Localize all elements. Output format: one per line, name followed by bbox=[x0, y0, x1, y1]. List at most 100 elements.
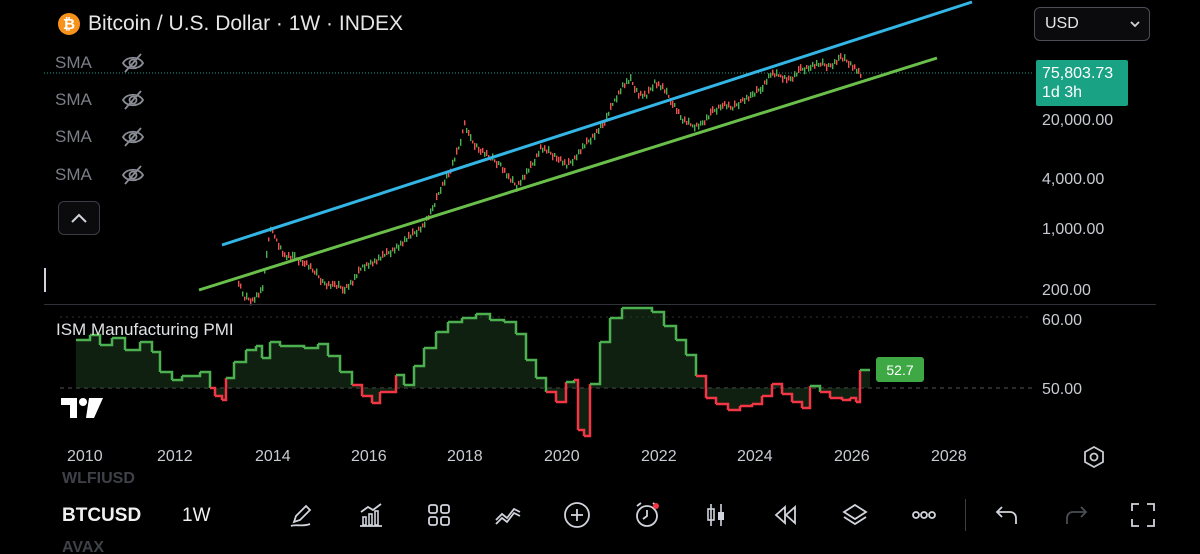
interval-button[interactable]: 1W bbox=[182, 505, 211, 526]
pmi-line-segment bbox=[200, 370, 212, 388]
candle bbox=[364, 264, 366, 272]
candle bbox=[392, 247, 394, 252]
candle bbox=[464, 120, 466, 126]
watchlist-item-ghost[interactable]: WLFIUSD bbox=[62, 470, 135, 487]
indicator-row-sma[interactable]: SMA bbox=[55, 87, 146, 113]
eye-off-icon[interactable] bbox=[120, 50, 146, 76]
candle bbox=[252, 297, 254, 302]
candle bbox=[500, 162, 502, 167]
plus-circle-icon bbox=[564, 502, 590, 528]
candle bbox=[330, 283, 332, 289]
candle bbox=[546, 149, 548, 154]
pmi-line-segment bbox=[226, 362, 236, 380]
compare-button[interactable] bbox=[491, 498, 525, 532]
chart-type-button[interactable] bbox=[699, 498, 733, 532]
candle bbox=[300, 257, 302, 262]
add-button[interactable] bbox=[560, 498, 594, 532]
drawing-tool-button[interactable] bbox=[284, 498, 318, 532]
pmi-line-segment bbox=[76, 335, 92, 342]
eye-off-icon[interactable] bbox=[120, 124, 146, 150]
candle bbox=[638, 92, 640, 99]
undo-button[interactable] bbox=[990, 498, 1024, 532]
candle bbox=[380, 256, 382, 261]
pmi-line-segment bbox=[516, 332, 528, 360]
candle bbox=[670, 98, 672, 106]
ticker-button[interactable]: BTCUSD bbox=[62, 505, 142, 526]
candle bbox=[332, 280, 334, 287]
pane-divider[interactable] bbox=[44, 304, 1156, 305]
time-axis-label: 2022 bbox=[641, 448, 677, 465]
candle bbox=[604, 120, 606, 126]
pmi-indicator-title[interactable]: ISM Manufacturing PMI bbox=[56, 320, 234, 339]
candle bbox=[794, 71, 796, 78]
layers-icon bbox=[842, 503, 868, 526]
candle bbox=[572, 158, 574, 166]
eye-off-icon[interactable] bbox=[120, 87, 146, 113]
candle bbox=[748, 96, 750, 102]
pmi-area bbox=[76, 308, 870, 436]
layouts-button[interactable] bbox=[422, 498, 456, 532]
candle bbox=[574, 155, 576, 160]
indicator-row-sma[interactable]: SMA bbox=[55, 50, 146, 76]
indicator-row-sma[interactable]: SMA bbox=[55, 124, 146, 150]
pmi-line-segment bbox=[584, 384, 592, 438]
collapse-indicators-button[interactable] bbox=[58, 201, 100, 235]
candle bbox=[422, 223, 424, 228]
lower-channel-line[interactable] bbox=[198, 56, 938, 292]
candle bbox=[472, 140, 474, 144]
candle bbox=[544, 145, 546, 152]
pmi-line-segment bbox=[686, 353, 698, 376]
candle bbox=[684, 116, 686, 123]
pmi-line-segment bbox=[820, 390, 832, 398]
candle bbox=[366, 262, 368, 267]
candle bbox=[292, 251, 294, 259]
candle bbox=[238, 280, 240, 287]
candle bbox=[654, 79, 656, 84]
candle bbox=[734, 100, 736, 108]
candle bbox=[312, 268, 314, 273]
pmi-line-segment bbox=[362, 394, 374, 403]
alert-button[interactable] bbox=[630, 498, 664, 532]
candle bbox=[342, 286, 344, 294]
pmi-axis-label: 50.00 bbox=[1042, 381, 1083, 398]
candle bbox=[494, 159, 496, 163]
candle bbox=[374, 258, 376, 264]
pmi-line-segment bbox=[504, 320, 518, 334]
price-axis-label: 4,000.00 bbox=[1042, 171, 1105, 188]
settings-hexagon-icon[interactable] bbox=[1081, 444, 1107, 470]
indicators-icon bbox=[360, 503, 382, 527]
candle bbox=[608, 111, 610, 116]
candle bbox=[398, 244, 400, 251]
candle bbox=[510, 178, 512, 183]
replay-button[interactable] bbox=[769, 498, 803, 532]
candle bbox=[266, 250, 268, 258]
candle bbox=[462, 129, 464, 134]
candle bbox=[558, 156, 560, 163]
toolbar-divider bbox=[965, 499, 966, 531]
candle bbox=[812, 61, 814, 67]
pmi-line-segment bbox=[610, 308, 624, 320]
indicators-button[interactable] bbox=[354, 498, 388, 532]
upper-channel-line[interactable] bbox=[221, 0, 973, 247]
candle bbox=[650, 87, 652, 91]
object-tree-button[interactable] bbox=[838, 498, 872, 532]
candle bbox=[624, 83, 626, 89]
time-axis-label: 2020 bbox=[544, 448, 580, 465]
watchlist-item-ghost[interactable]: AVAX bbox=[62, 539, 105, 554]
more-button[interactable] bbox=[907, 498, 941, 532]
candle bbox=[298, 258, 300, 266]
pmi-line-segment bbox=[222, 378, 228, 402]
fullscreen-button[interactable] bbox=[1126, 498, 1160, 532]
indicator-row-sma[interactable]: SMA bbox=[55, 162, 146, 188]
candle bbox=[440, 186, 442, 194]
candle bbox=[514, 182, 516, 186]
symbol-header[interactable]: ₿ Bitcoin / U.S. Dollar · 1W · INDEX bbox=[58, 10, 403, 38]
pmi-line-segment bbox=[752, 396, 764, 406]
currency-select[interactable]: USD bbox=[1034, 7, 1150, 41]
redo-button[interactable] bbox=[1059, 498, 1093, 532]
candle bbox=[676, 108, 678, 114]
pmi-line-segment bbox=[856, 370, 862, 404]
eye-off-icon[interactable] bbox=[120, 162, 146, 188]
candle bbox=[830, 63, 832, 68]
